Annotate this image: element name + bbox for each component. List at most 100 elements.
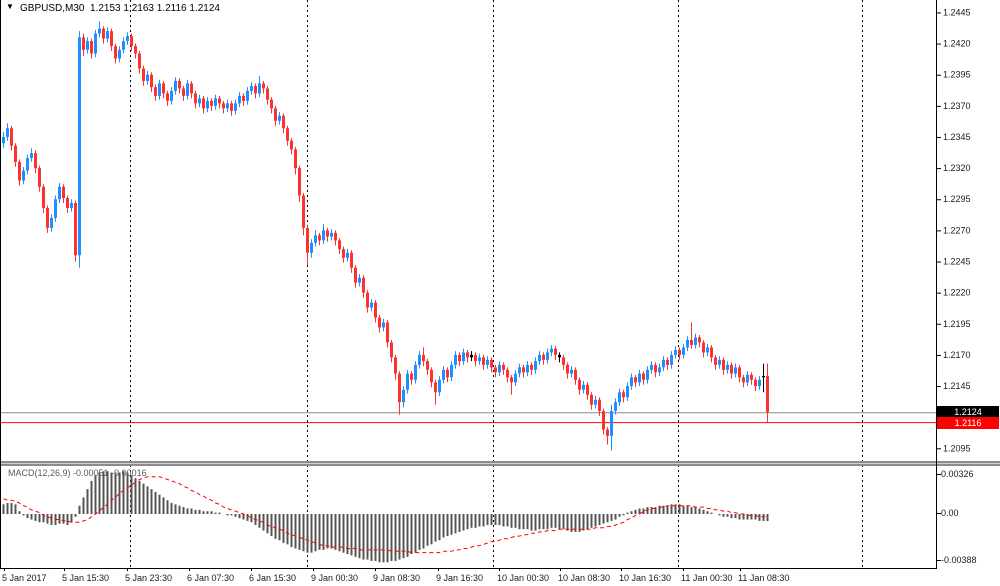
candle-body xyxy=(194,93,197,104)
candle-body xyxy=(130,36,133,47)
candle-body xyxy=(142,68,145,81)
candle-body xyxy=(502,364,505,370)
candle-body xyxy=(94,33,97,54)
candle-body xyxy=(178,80,181,89)
candle-body xyxy=(138,53,141,69)
candle-body xyxy=(666,359,669,365)
candle-body xyxy=(266,88,269,100)
candle-body xyxy=(190,83,193,94)
price-axis-label: 1.2145 xyxy=(943,381,971,391)
symbol-dropdown-icon[interactable]: ▼ xyxy=(6,2,14,11)
candle-body xyxy=(342,249,345,258)
candle-body xyxy=(322,230,325,241)
candle-body xyxy=(270,99,273,109)
time-axis-label: 5 Jan 23:30 xyxy=(125,573,172,583)
candle-body xyxy=(126,36,129,42)
candle-body xyxy=(594,399,597,405)
candle-body xyxy=(494,367,497,373)
candle-body xyxy=(66,198,69,208)
candle-body xyxy=(18,161,21,181)
candle-body xyxy=(78,37,81,256)
candle-body xyxy=(718,359,721,365)
candle-body xyxy=(626,386,629,398)
candle-body xyxy=(26,158,29,171)
candle-body xyxy=(382,322,385,328)
candle-body xyxy=(334,232,337,241)
macd-scale-label: 0.00326 xyxy=(941,469,974,479)
candle-body xyxy=(542,354,545,360)
candle-body xyxy=(122,41,125,50)
candle-body xyxy=(750,374,753,380)
candle-body xyxy=(170,90,173,101)
candle-body xyxy=(346,252,349,258)
candle-body xyxy=(622,392,625,398)
candle-body xyxy=(606,429,609,436)
price-axis-label: 1.2220 xyxy=(943,288,971,298)
candle-body xyxy=(70,202,73,208)
candle-body xyxy=(134,46,137,54)
candle-body xyxy=(694,337,697,345)
candle-body xyxy=(442,369,445,380)
candle-body xyxy=(238,95,241,104)
candle-body xyxy=(162,83,165,94)
candle-body xyxy=(314,235,317,243)
candle-body xyxy=(478,357,481,362)
candle-body xyxy=(306,227,309,253)
candle-body xyxy=(574,369,577,380)
time-axis-label: 5 Jan 2017 xyxy=(2,573,47,583)
candle-body xyxy=(726,364,729,370)
candle-body xyxy=(110,31,113,47)
price-axis-label: 1.2345 xyxy=(943,132,971,142)
candle-body xyxy=(374,302,377,318)
candle-body xyxy=(690,339,693,345)
candle-body xyxy=(634,377,637,383)
candle-body xyxy=(514,373,517,383)
candle-body xyxy=(370,302,373,308)
candle-body xyxy=(758,379,761,387)
candle-body xyxy=(262,83,265,89)
candle-body xyxy=(30,153,33,159)
candle-body xyxy=(298,168,301,196)
candle-body xyxy=(410,373,413,380)
candle-body xyxy=(350,252,353,268)
candle-body xyxy=(650,364,653,370)
candle-body xyxy=(522,367,525,373)
candle-body xyxy=(458,354,461,362)
candle-body xyxy=(50,217,53,228)
candle-body xyxy=(418,354,421,365)
candle-body xyxy=(214,98,217,106)
time-axis-label: 10 Jan 08:30 xyxy=(558,573,610,583)
candle-body xyxy=(62,186,65,198)
candle-body xyxy=(218,98,221,104)
chart-title: GBPUSD,M30 1.2153 1.2163 1.2116 1.2124 xyxy=(20,3,220,14)
candle-body xyxy=(38,168,41,187)
candle-body xyxy=(702,342,705,353)
price-axis-label: 1.2420 xyxy=(943,39,971,49)
candle-body xyxy=(310,242,313,253)
time-axis-label: 6 Jan 15:30 xyxy=(249,573,296,583)
time-axis-label: 9 Jan 08:30 xyxy=(373,573,420,583)
time-axis-label: 11 Jan 08:30 xyxy=(738,573,789,583)
candle-body xyxy=(86,41,89,50)
candle-body xyxy=(642,373,645,380)
candle-body xyxy=(154,87,157,96)
candle-body xyxy=(282,115,285,129)
candle-body xyxy=(362,277,365,293)
candle-body xyxy=(598,399,601,411)
candle-body xyxy=(582,384,585,390)
candle-body xyxy=(6,128,9,137)
candle-body xyxy=(150,74,153,88)
candle-body xyxy=(398,373,401,403)
candle-body xyxy=(470,354,473,358)
candle-body xyxy=(198,98,201,104)
candle-body xyxy=(446,369,449,378)
candle-body xyxy=(482,357,485,365)
candle-body xyxy=(730,364,733,374)
candle-body xyxy=(766,376,769,413)
candle-body xyxy=(710,347,713,358)
candle-body xyxy=(762,376,765,378)
candle-body xyxy=(46,207,49,228)
candle-body xyxy=(506,369,509,378)
candle-body xyxy=(562,357,565,365)
